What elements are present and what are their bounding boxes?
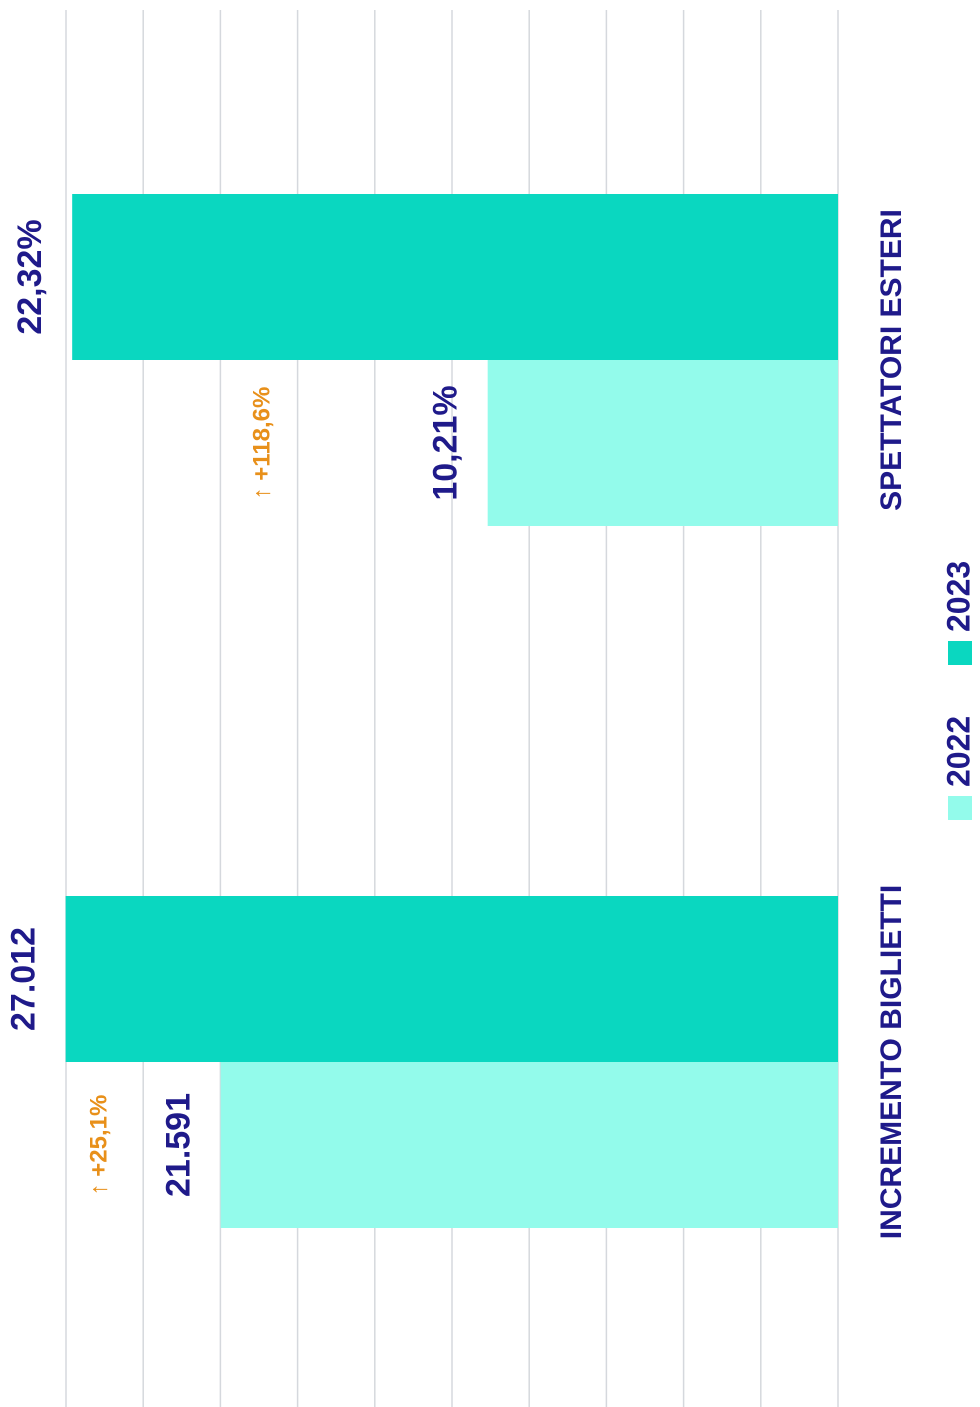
legend-label: 2022	[940, 716, 976, 787]
bar	[65, 896, 839, 1062]
legend-swatch	[948, 796, 972, 820]
value-label: 21.591	[160, 1093, 198, 1197]
bar	[72, 194, 838, 360]
value-label: 27.012	[5, 927, 43, 1031]
category-label: SPETTATORI ESTERI	[875, 209, 908, 511]
rotated-frame: 21.591 27.012 INCREMENTO BIGLIETTI ↑ +25,1%…	[5, 10, 976, 1407]
legend-swatch	[948, 641, 972, 665]
value-label: 10,21%	[427, 385, 465, 500]
annotation: ↑ +118,6%	[248, 387, 275, 500]
annotation: ↑ +25,1%	[85, 1095, 112, 1196]
legend-label: 2023	[940, 561, 976, 632]
bar	[220, 1062, 838, 1228]
category-label: INCREMENTO BIGLIETTI	[875, 885, 908, 1239]
bar	[487, 360, 838, 526]
value-label: 22,32%	[11, 219, 49, 334]
